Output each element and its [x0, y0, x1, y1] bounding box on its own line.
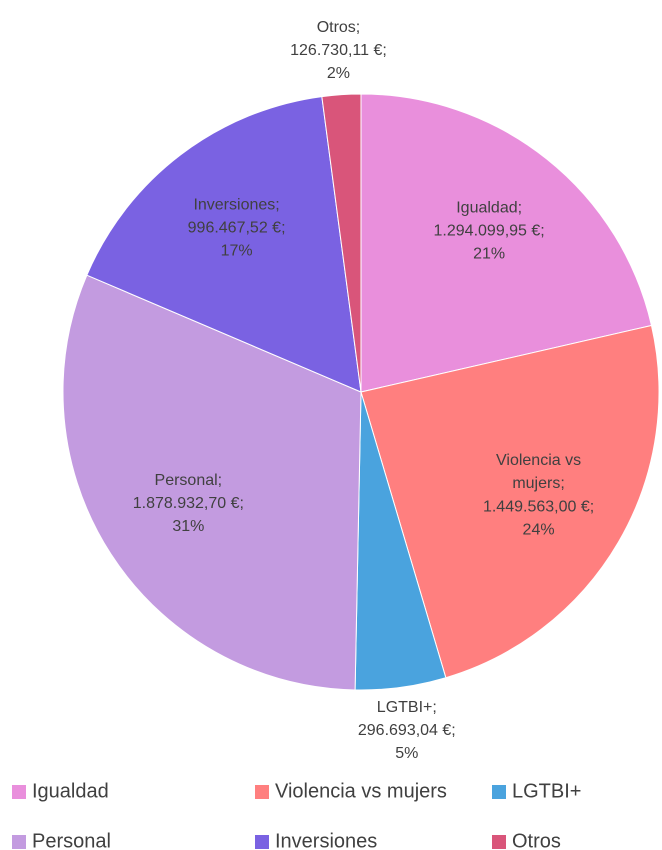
- pie-slice: [62, 274, 362, 691]
- legend-label: Igualdad: [32, 780, 109, 802]
- data-label-percent: 17%: [221, 243, 253, 260]
- data-label: Violencia vs mujers; 1.449.563,00 €; 24%: [483, 452, 594, 538]
- data-label-value: 1.878.932,70 €;: [133, 495, 244, 512]
- data-label-percent: 31%: [172, 518, 204, 535]
- pie-slice: [360, 324, 660, 679]
- data-label-percent: 21%: [473, 245, 505, 262]
- data-label: Otros; 126.730,11 €; 2%: [290, 19, 387, 82]
- legend-swatch: [492, 785, 506, 799]
- data-label-name: Personal;: [155, 472, 223, 489]
- legend-label: LGTBI+: [512, 780, 581, 802]
- legend-swatch: [255, 835, 269, 849]
- legend-label: Otros: [512, 830, 561, 850]
- data-label: Inversiones; 996.467,52 €; 17%: [188, 197, 286, 260]
- data-label-value: 126.730,11 €;: [290, 42, 387, 59]
- label-line: mujers;: [512, 475, 564, 492]
- data-label-percent: 5%: [395, 745, 418, 762]
- data-label-value: 996.467,52 €;: [188, 220, 286, 237]
- pie-slice: [360, 93, 653, 393]
- data-label: LGTBI+; 296.693,04 €; 5%: [358, 699, 456, 762]
- data-label-value: 1.449.563,00 €;: [483, 498, 594, 515]
- data-label-name: Otros;: [317, 19, 361, 36]
- data-label: Igualdad; 1.294.099,95 €; 21%: [434, 199, 545, 262]
- pie-slice: [86, 96, 362, 393]
- data-label-value: 1.294.099,95 €;: [434, 222, 545, 239]
- data-label-name: Igualdad;: [456, 199, 522, 216]
- data-label: Personal; 1.878.932,70 €; 31%: [133, 472, 244, 535]
- legend-swatch: [492, 835, 506, 849]
- legend-swatch: [12, 785, 26, 799]
- pie-slice: [321, 93, 362, 393]
- legend-swatch: [12, 835, 26, 849]
- legend-swatch: [255, 785, 269, 799]
- data-label-name: LGTBI+;: [377, 699, 437, 716]
- data-label-name: Inversiones;: [193, 197, 279, 214]
- legend-label: Personal: [32, 830, 111, 850]
- label-line: Violencia vs: [496, 452, 581, 469]
- data-label-name: Violencia vs mujers;: [496, 452, 581, 492]
- data-label-value: 296.693,04 €;: [358, 722, 456, 739]
- legend-label: Violencia vs mujers: [275, 780, 447, 802]
- data-label-percent: 2%: [327, 65, 350, 82]
- legend-label: Inversiones: [275, 830, 377, 850]
- data-label-percent: 24%: [523, 521, 555, 538]
